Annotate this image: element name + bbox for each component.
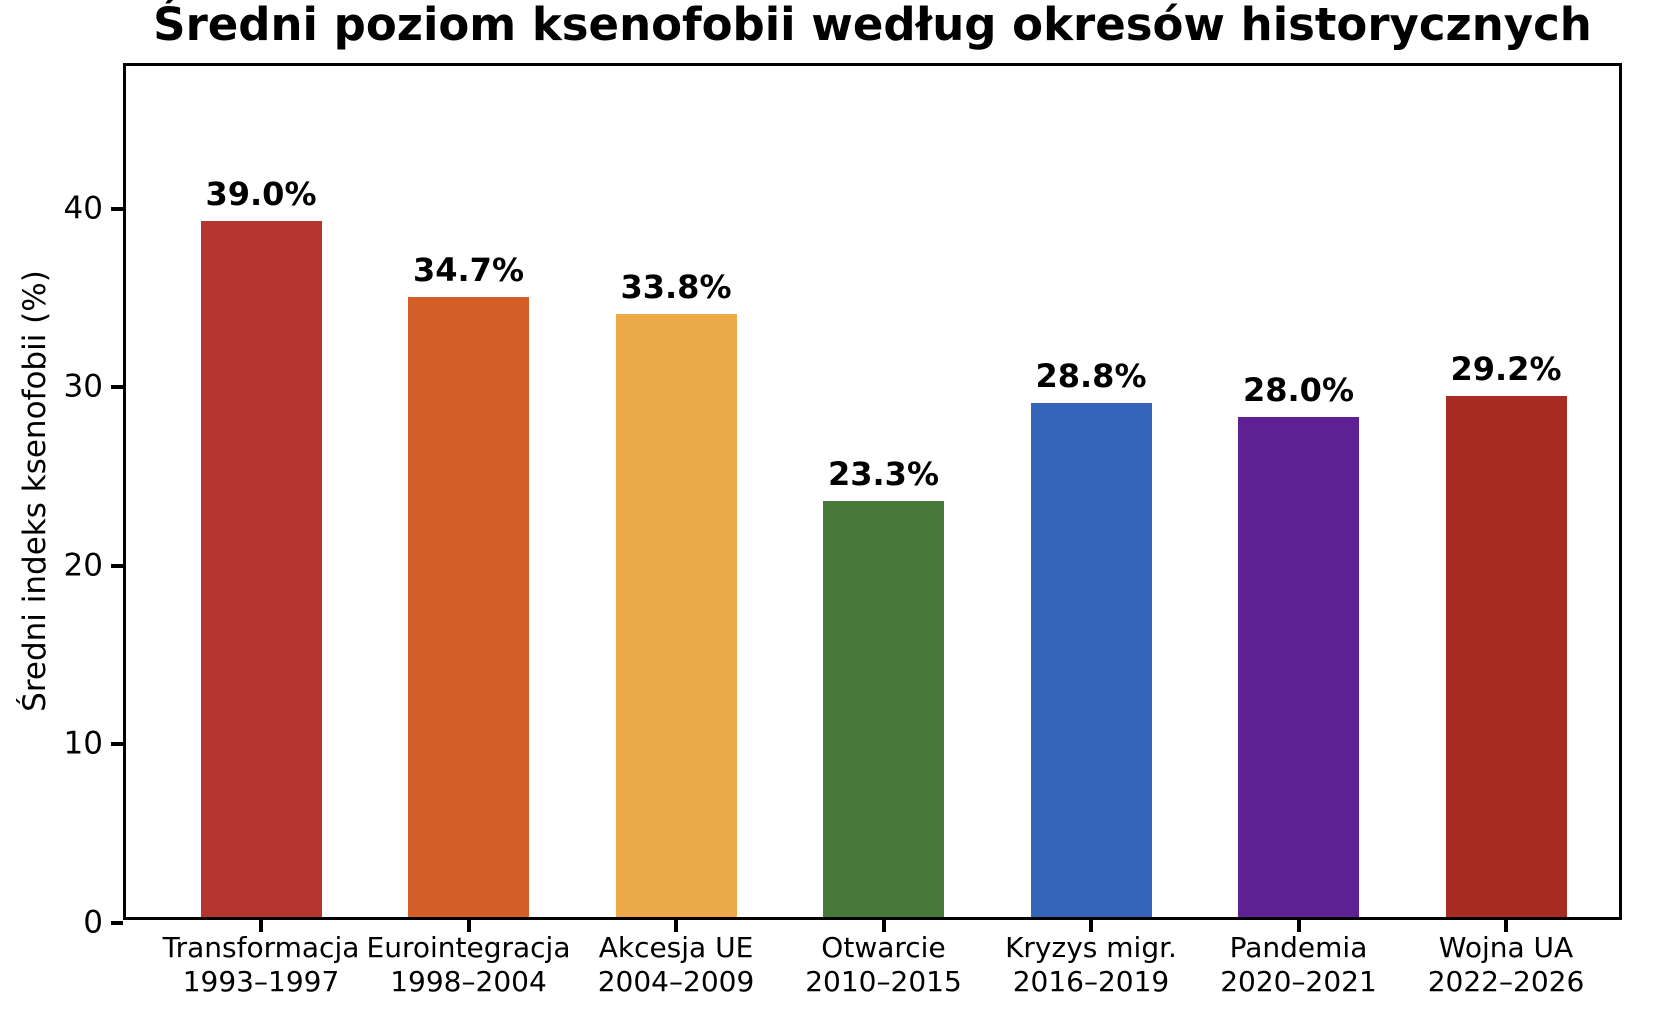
x-tick-label-years: 2022–2026 [1427, 965, 1585, 998]
bar [1445, 395, 1567, 917]
y-tick-mark [111, 742, 123, 747]
x-tick-label-period: Wojna UA [1438, 931, 1574, 964]
x-tick-label: Transformacja 1993–1997 [163, 931, 360, 999]
x-tick-label: Kryzys migr. 2016–2019 [1005, 931, 1177, 999]
x-tick-mark [674, 920, 678, 932]
plot-area: 0 10 20 30 40 39.0% Transformacja 1993–1997 34.7… [64, 63, 1622, 998]
bar-value-label: 23.3% [827, 455, 940, 493]
x-tick-label-years: 1993–1997 [182, 965, 340, 998]
x-tick-label: Wojna UA 2022–2026 [1428, 931, 1585, 999]
y-tick-label: 40 [63, 190, 103, 227]
bar [615, 313, 737, 917]
bar [408, 297, 529, 917]
y-tick-label: 10 [63, 725, 103, 762]
bar-value-label: 28.8% [1035, 356, 1147, 395]
x-tick-mark [259, 920, 263, 932]
x-tick-mark [1089, 920, 1093, 932]
x-tick-label-period: Akcesja UE [598, 931, 754, 964]
chart-title: Średni poziom ksenofobii według okresów … [153, 0, 1592, 51]
bar-value-label: 28.0% [1242, 371, 1355, 410]
y-tick-label: 20 [63, 547, 103, 584]
y-tick-mark [111, 563, 123, 568]
x-tick-label: Akcesja UE 2004–2009 [598, 931, 755, 999]
x-tick-label-years: 2016–2019 [1012, 965, 1170, 998]
bar-value-label: 39.0% [205, 174, 317, 213]
x-tick-label-years: 2010–2015 [805, 965, 962, 998]
x-tick-label: Otwarcie 2010–2015 [805, 931, 962, 999]
x-tick-mark [1504, 920, 1508, 932]
y-tick-label: 0 [83, 904, 103, 941]
y-axis-label: Średni indeks ksenofobii (%) [17, 270, 53, 712]
y-tick-mark [111, 921, 123, 925]
x-tick-label-period: Transformacja [162, 931, 360, 964]
x-tick-label-period: Kryzys migr. [1005, 931, 1177, 964]
y-tick-mark [111, 385, 123, 390]
x-tick-label: Pandemia 2020–2021 [1220, 931, 1377, 999]
bar [1030, 402, 1152, 917]
y-tick-mark [111, 206, 123, 211]
x-tick-label-period: Pandemia [1229, 931, 1368, 964]
bar-value-label: 33.8% [620, 267, 732, 306]
x-tick-label-years: 2004–2009 [597, 965, 755, 998]
x-tick-label-years: 2020–2021 [1220, 965, 1377, 998]
bar-value-label: 29.2% [1450, 349, 1562, 388]
x-tick-label-period: Otwarcie [821, 931, 946, 964]
x-tick-label-period: Eurointegracja [366, 931, 571, 964]
bar [1238, 417, 1359, 917]
bar-value-label: 34.7% [412, 251, 525, 290]
y-tick-label: 30 [63, 368, 103, 405]
x-tick-mark [1296, 920, 1301, 932]
bar [823, 501, 944, 917]
bar [200, 220, 322, 917]
x-tick-mark [466, 920, 471, 932]
x-tick-mark [881, 920, 886, 932]
x-tick-label-years: 1998–2004 [390, 965, 547, 998]
x-tick-label: Eurointegracja 1998–2004 [367, 931, 571, 999]
